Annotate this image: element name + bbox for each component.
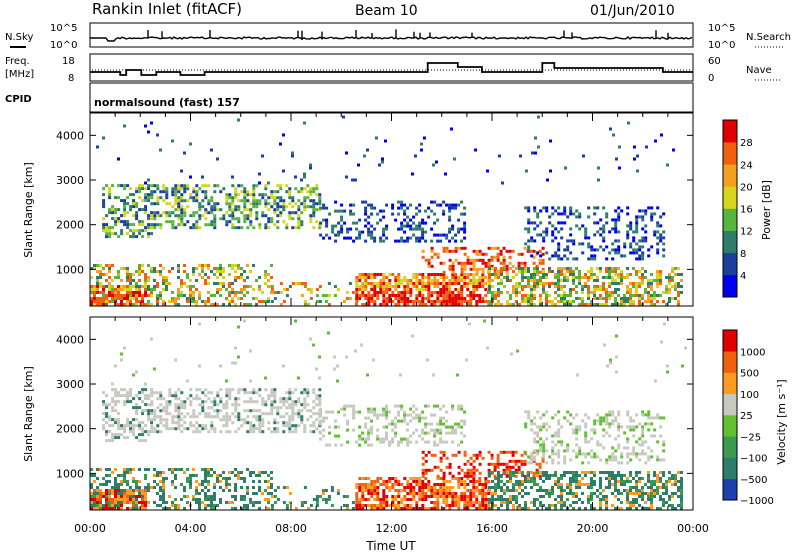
powerColorbar-swatch-5 xyxy=(723,164,737,187)
powerColorbar-swatch-7 xyxy=(723,120,737,143)
freq-tick-top: 18 xyxy=(62,56,75,67)
velColorbar-tick-4: −25 xyxy=(740,432,761,443)
powerTicks-label-3: 4000 xyxy=(56,129,84,142)
powerColorbar-tick-3: 16 xyxy=(740,205,753,216)
time-tick-5: 20:00 xyxy=(577,522,609,535)
velColorbar-tick-0: 1000 xyxy=(740,347,765,358)
velColorbar-swatch-6 xyxy=(723,351,737,373)
noise-tick-bottom-left: 10^0 xyxy=(50,40,77,51)
velTicks-label-2: 3000 xyxy=(56,378,84,391)
cpid-text: normalsound (fast) 157 xyxy=(94,96,240,109)
time-tick-2: 08:00 xyxy=(275,522,307,535)
velColorbar-tick-7: −1000 xyxy=(740,496,774,507)
powerColorbar-tick-2: 20 xyxy=(740,182,753,193)
cpid-label: CPID xyxy=(5,94,32,105)
velColorbar-swatch-5 xyxy=(723,372,737,395)
nave-tick-top: 60 xyxy=(708,56,721,67)
freq-label: Freq. xyxy=(5,56,30,67)
velColorbar-tick-1: 500 xyxy=(740,369,759,380)
powerTicks-label-2: 3000 xyxy=(56,174,84,187)
velColorbar-tick-6: −500 xyxy=(740,475,767,486)
noise-tick-top-left: 10^5 xyxy=(50,23,77,34)
velColorbar-swatch-2 xyxy=(723,436,737,458)
velTicks-label-3: 4000 xyxy=(56,333,84,346)
powerColorbar-tick-4: 12 xyxy=(740,227,753,238)
freq-trace xyxy=(90,62,693,76)
powerColorbar-tick-0: 28 xyxy=(740,138,753,149)
powerColorbar-tick-1: 24 xyxy=(740,160,753,171)
time-tick-0: 00:00 xyxy=(74,522,106,535)
powerTicks-label-1: 2000 xyxy=(56,219,84,232)
velTicks-label-0: 1000 xyxy=(56,467,84,480)
velColorbar-swatch-4 xyxy=(723,393,737,416)
powerColorbar-tick-6: 4 xyxy=(740,271,746,282)
powerColorbar-swatch-0 xyxy=(723,274,737,298)
time-tick-4: 16:00 xyxy=(476,522,508,535)
velColorbar-tick-2: 100 xyxy=(740,390,759,401)
power-colorbar: 28 24 20 16 12 8 4 xyxy=(722,119,753,298)
noise-sky-trace xyxy=(90,29,693,42)
powerColorbar-swatch-6 xyxy=(723,142,737,165)
velColorbar-swatch-7 xyxy=(723,330,737,352)
velColorbar-swatch-3 xyxy=(723,415,737,437)
velColorbar-swatch-0 xyxy=(723,478,737,501)
time-axis: 00:00 04:00 08:00 12:00 16:00 20:00 00:00 xyxy=(74,522,709,535)
frequency-panel: Freq. [MHz] 18 8 60 0 Nave xyxy=(5,53,782,84)
date-label: 01/Jun/2010 xyxy=(590,3,675,19)
velColorbar-tick-5: −100 xyxy=(740,454,767,465)
powerColorbar-tick-5: 8 xyxy=(740,249,746,260)
nave-label: Nave xyxy=(746,65,772,76)
velColorbar-tick-3: 25 xyxy=(740,411,753,422)
velColorbar-swatch-1 xyxy=(723,457,737,480)
velocity-colorbar: 1000 500 100 25 −25 −100 −500 −1000 xyxy=(722,329,774,507)
nave-tick-bottom: 0 xyxy=(708,73,714,84)
velocity-ylabel: Slant Range [km] xyxy=(22,366,35,462)
freq-tick-bottom: 8 xyxy=(68,73,74,84)
velocity-colorbar-label: Velocity [m s⁻¹] xyxy=(775,379,788,464)
noise-sky-label: N.Sky xyxy=(5,32,33,43)
powerColorbar-swatch-1 xyxy=(723,252,737,276)
time-tick-3: 12:00 xyxy=(376,522,408,535)
beam-label: Beam 10 xyxy=(355,3,418,19)
velTicks-label-1: 2000 xyxy=(56,423,84,436)
powerColorbar-swatch-2 xyxy=(723,230,737,254)
time-tick-1: 04:00 xyxy=(175,522,207,535)
noise-tick-top-right: 10^5 xyxy=(708,23,735,34)
station-title: Rankin Inlet (fitACF) xyxy=(92,0,242,18)
powerTicks-label-0: 1000 xyxy=(56,263,84,276)
power-ylabel: Slant Range [km] xyxy=(22,162,35,258)
velocity-panel: 1000 2000 3000 4000 Slant Range [km] 1000 50… xyxy=(22,316,788,511)
noise-search-label: N.Search xyxy=(746,32,791,43)
powerColorbar-swatch-3 xyxy=(723,208,737,231)
noise-panel: N.Sky 10^5 10^0 10^5 10^0 N.Search xyxy=(5,22,791,51)
power-colorbar-label: Power [dB] xyxy=(760,180,773,240)
noise-tick-bottom-right: 10^0 xyxy=(708,40,735,51)
freq-unit-label: [MHz] xyxy=(5,69,34,80)
time-tick-6: 00:00 xyxy=(677,522,709,535)
time-axis-label: Time UT xyxy=(365,539,416,553)
power-panel: 1000 2000 3000 4000 Slant Range [km] 28 24 20… xyxy=(22,112,773,307)
powerColorbar-swatch-4 xyxy=(723,186,737,209)
